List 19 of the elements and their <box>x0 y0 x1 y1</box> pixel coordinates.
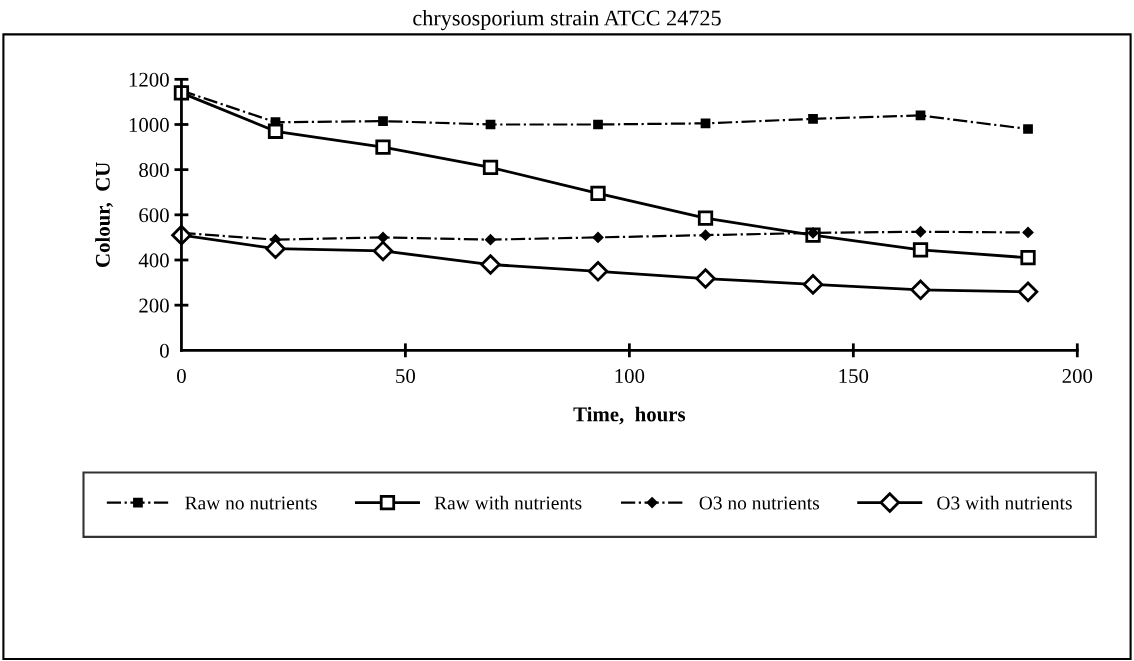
y-tick-label: 1000 <box>129 117 169 132</box>
y-tick-label: 200 <box>139 298 169 313</box>
x-axis-title: Time, hours <box>573 406 686 425</box>
legend-label: Raw with nutrients <box>434 495 582 510</box>
y-tick-label: 600 <box>139 208 169 223</box>
y-tick-label: 0 <box>160 343 169 358</box>
x-tick-label: 100 <box>615 368 645 384</box>
legend-label: O3 no nutrients <box>699 496 820 510</box>
x-tick-label: 150 <box>839 368 869 384</box>
y-tick-label: 800 <box>139 163 169 178</box>
chart-title: chrysosporium strain ATCC 24725 <box>413 9 721 31</box>
y-axis-title: Colour, CU <box>95 162 113 267</box>
y-tick-label: 1200 <box>129 72 169 87</box>
legend-label: O3 with nutrients <box>937 495 1072 510</box>
legend-label: Raw no nutrients <box>185 496 317 510</box>
y-tick-label: 400 <box>138 253 169 268</box>
x-tick-label: 200 <box>1062 368 1093 384</box>
x-tick-label: 50 <box>396 368 416 384</box>
x-tick-label: 0 <box>177 368 186 384</box>
